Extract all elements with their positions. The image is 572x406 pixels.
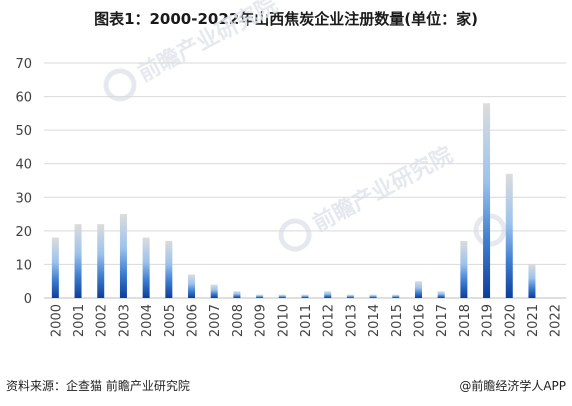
bar-2017 (437, 291, 445, 298)
bar-2020 (505, 173, 513, 298)
bar-2018 (460, 240, 468, 298)
y-tick-label: 20 (15, 225, 32, 240)
bar-2015 (392, 294, 400, 298)
x-tick-label: 2009 (254, 304, 269, 337)
watermark: 前瞻产业研究院 前瞻产业研究院 (103, 0, 507, 252)
x-tick-label: 2001 (72, 304, 87, 337)
bar-2019 (483, 103, 491, 299)
x-tick-label: 2015 (390, 304, 405, 337)
y-tick-label: 40 (15, 158, 32, 173)
y-tick-label: 60 (15, 91, 32, 106)
x-tick-label: 2004 (140, 304, 155, 337)
x-tick-label: 2017 (435, 304, 450, 337)
x-tick-label: 2012 (322, 304, 337, 337)
x-tick-label: 2010 (276, 304, 291, 337)
bar-2001 (74, 224, 82, 298)
y-tick-label: 50 (15, 124, 32, 139)
source-note: 资料来源：企查猫 前瞻产业研究院 (6, 379, 190, 393)
bar-2012 (324, 291, 332, 298)
x-tick-label: 2014 (367, 304, 382, 337)
x-axis: 2000 2001 2002 2003 2004 2005 2006 2007 2008 2009… (49, 304, 563, 337)
bar-2009 (256, 294, 264, 298)
x-tick-label: 2006 (186, 304, 201, 337)
bars (51, 103, 536, 299)
y-tick-label: 10 (15, 258, 32, 273)
x-tick-label: 2011 (299, 304, 314, 337)
bar-2000 (51, 237, 59, 298)
y-axis: 0 10 20 30 40 50 60 70 (15, 57, 32, 307)
gridlines (44, 62, 566, 299)
bar-2004 (142, 237, 150, 298)
bar-2008 (233, 291, 241, 298)
x-tick-label: 2005 (163, 304, 178, 337)
x-tick-label: 2019 (481, 304, 496, 337)
y-tick-label: 30 (15, 191, 32, 206)
x-tick-label: 2007 (208, 304, 223, 337)
bar-2013 (346, 294, 354, 298)
bar-2014 (369, 294, 377, 298)
x-tick-label: 2003 (117, 304, 132, 337)
bar-2016 (414, 281, 422, 298)
x-tick-label: 2018 (458, 304, 473, 337)
bar-2010 (278, 294, 286, 298)
watermark-text: 前瞻产业研究院 (134, 0, 282, 87)
x-tick-label: 2000 (49, 304, 64, 337)
bar-2005 (165, 240, 173, 298)
y-tick-label: 70 (15, 57, 32, 72)
brand-note: @前瞻经济学人APP (459, 379, 566, 393)
bar-2002 (97, 224, 105, 298)
bar-2006 (188, 274, 196, 298)
x-tick-label: 2022 (549, 304, 564, 337)
x-tick-label: 2008 (231, 304, 246, 337)
x-tick-label: 2016 (412, 304, 427, 337)
bar-2021 (528, 264, 536, 298)
x-tick-label: 2020 (503, 304, 518, 337)
watermark-text: 前瞻产业研究院 (309, 142, 457, 237)
x-tick-label: 2002 (95, 304, 110, 337)
x-tick-label: 2021 (526, 304, 541, 337)
bar-2007 (210, 284, 218, 298)
chart-title: 图表1：2000-2022年山西焦炭企业注册数量(单位：家) (94, 10, 478, 28)
bar-2003 (119, 214, 127, 298)
bar-2011 (301, 294, 309, 298)
x-tick-label: 2013 (344, 304, 359, 337)
y-tick-label: 0 (24, 292, 32, 307)
